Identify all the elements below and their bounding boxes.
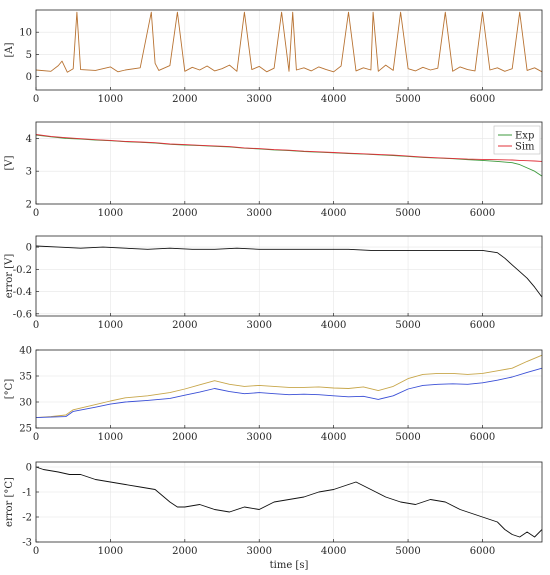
plot-area: [36, 236, 542, 316]
y-tick-label: 4: [26, 134, 32, 145]
y-tick-label: 0: [26, 72, 32, 83]
y-axis-label: [A]: [4, 42, 15, 57]
x-tick-label: 1000: [98, 94, 123, 105]
y-tick-label: -3: [22, 538, 32, 549]
x-tick-label: 0: [33, 320, 39, 331]
x-tick-label: 5000: [395, 546, 420, 557]
x-tick-label: 0: [33, 546, 39, 557]
x-tick-label: 5000: [395, 208, 420, 219]
y-axis-label: error [°C]: [4, 477, 15, 527]
y-tick-label: -0.2: [13, 265, 32, 276]
y-tick-label: -0.4: [13, 287, 32, 298]
series-line-voltage_error-0: [35, 245, 543, 298]
y-axis-label: [°C]: [4, 379, 15, 400]
x-tick-label: 4000: [321, 432, 346, 443]
x-tick-label: 4000: [321, 208, 346, 219]
axes-frame: [35, 235, 543, 317]
x-tick-label: 0: [33, 94, 39, 105]
x-tick-label: 5000: [395, 432, 420, 443]
y-axis-label: error [V]: [4, 254, 15, 299]
x-tick-label: 3000: [247, 432, 272, 443]
y-tick-label: -0.6: [13, 309, 32, 320]
x-tick-label: 1000: [98, 546, 123, 557]
x-tick-label: 1000: [98, 208, 123, 219]
x-tick-label: 4000: [321, 320, 346, 331]
chart-panel-temperature_error: 0 1000 2000 3000 4000 5000 6000 -3 -2 -1 0 error [°…: [4, 461, 543, 571]
y-tick-label: -1: [22, 488, 32, 499]
y-tick-label: 5: [26, 50, 32, 61]
axes-frame: [35, 461, 543, 543]
x-tick-label: 4000: [321, 546, 346, 557]
y-axis-label: [V]: [4, 155, 15, 170]
x-tick-label: 2000: [172, 320, 197, 331]
x-tick-label: 5000: [395, 320, 420, 331]
series-line-temperature_error-0: [35, 466, 543, 538]
x-tick-label: 5000: [395, 94, 420, 105]
series-line-temperature-1: [35, 367, 543, 419]
x-tick-label: 6000: [470, 320, 495, 331]
series-line-current-0: [35, 11, 543, 73]
legend-label-sim: Sim: [515, 142, 535, 153]
y-tick-label: 0: [26, 463, 32, 474]
legend-label-exp: Exp: [515, 131, 534, 142]
x-tick-label: 1000: [98, 432, 123, 443]
series-line-temperature-0: [35, 354, 543, 419]
axes-frame: [35, 121, 543, 205]
y-tick-label: 40: [19, 346, 32, 357]
x-axis-label: time [s]: [270, 560, 309, 571]
y-tick-label: 0: [26, 243, 32, 254]
chart-panel-current: 0 1000 2000 3000 4000 5000 6000 0 5 10 [A]: [4, 9, 543, 105]
y-tick-label: -2: [22, 513, 32, 524]
x-tick-label: 3000: [247, 94, 272, 105]
x-tick-label: 2000: [172, 208, 197, 219]
x-tick-label: 1000: [98, 320, 123, 331]
series-line-voltage-1: [35, 134, 543, 162]
x-tick-label: 3000: [247, 546, 272, 557]
x-tick-label: 3000: [247, 320, 272, 331]
y-tick-label: 30: [19, 398, 32, 409]
y-tick-label: 25: [19, 424, 32, 435]
x-tick-label: 3000: [247, 208, 272, 219]
x-tick-label: 6000: [470, 94, 495, 105]
x-tick-label: 0: [33, 432, 39, 443]
x-tick-label: 2000: [172, 432, 197, 443]
plot-area: [36, 122, 542, 204]
x-tick-label: 6000: [470, 546, 495, 557]
x-tick-label: 6000: [470, 208, 495, 219]
x-tick-label: 6000: [470, 432, 495, 443]
x-tick-label: 4000: [321, 94, 346, 105]
plot-area: [36, 350, 542, 428]
y-tick-label: 35: [19, 372, 32, 383]
plot-area: [36, 462, 542, 542]
y-tick-label: 2: [26, 200, 32, 211]
x-tick-label: 2000: [172, 94, 197, 105]
x-tick-label: 0: [33, 208, 39, 219]
x-tick-label: 2000: [172, 546, 197, 557]
chart-panel-temperature: 0 1000 2000 3000 4000 5000 6000 25 30 35 40 [°C]: [4, 346, 543, 443]
axes-frame: [35, 9, 543, 91]
axes-frame: [35, 349, 543, 429]
y-tick-label: 10: [19, 28, 32, 39]
plot-area: [36, 10, 542, 90]
y-tick-label: 3: [26, 167, 32, 178]
legend-box: [493, 125, 541, 155]
chart-panel-voltage_error: 0 1000 2000 3000 4000 5000 6000 -0.6 -0.4 -0.2 0 er…: [4, 235, 543, 331]
